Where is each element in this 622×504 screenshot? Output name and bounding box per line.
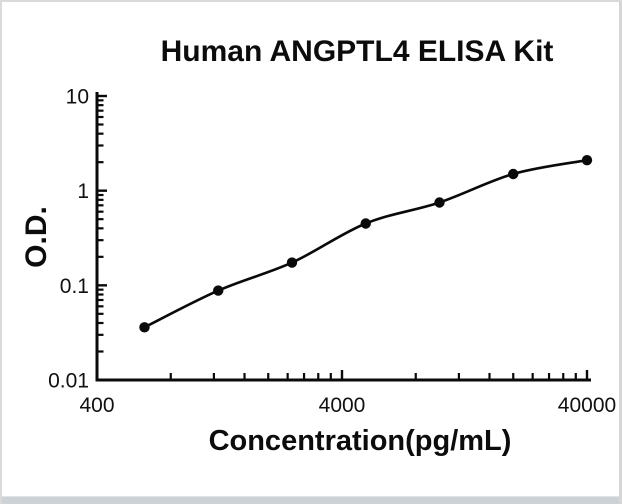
data-point: [213, 285, 224, 296]
data-point: [139, 322, 150, 333]
y-tick-label: 10: [66, 86, 89, 109]
chart-title: Human ANGPTL4 ELISA Kit: [160, 35, 554, 68]
y-tick-label: 0.01: [48, 370, 89, 393]
data-point: [581, 154, 593, 166]
y-tick-label: 1: [77, 180, 89, 203]
x-tick-label: 400: [79, 394, 114, 417]
x-axis-title: Concentration(pg/mL): [208, 425, 512, 457]
data-point: [508, 168, 519, 180]
x-tick-label: 4000: [319, 394, 366, 417]
y-tick-label: 0.1: [60, 275, 89, 298]
x-tick-label: 40000: [558, 394, 616, 417]
bottom-border-bar: [2, 496, 619, 504]
data-point: [286, 257, 298, 268]
data-point: [434, 197, 445, 208]
data-point: [360, 218, 371, 229]
y-axis-title: O.D.: [20, 206, 53, 268]
curve-line: [143, 158, 588, 329]
